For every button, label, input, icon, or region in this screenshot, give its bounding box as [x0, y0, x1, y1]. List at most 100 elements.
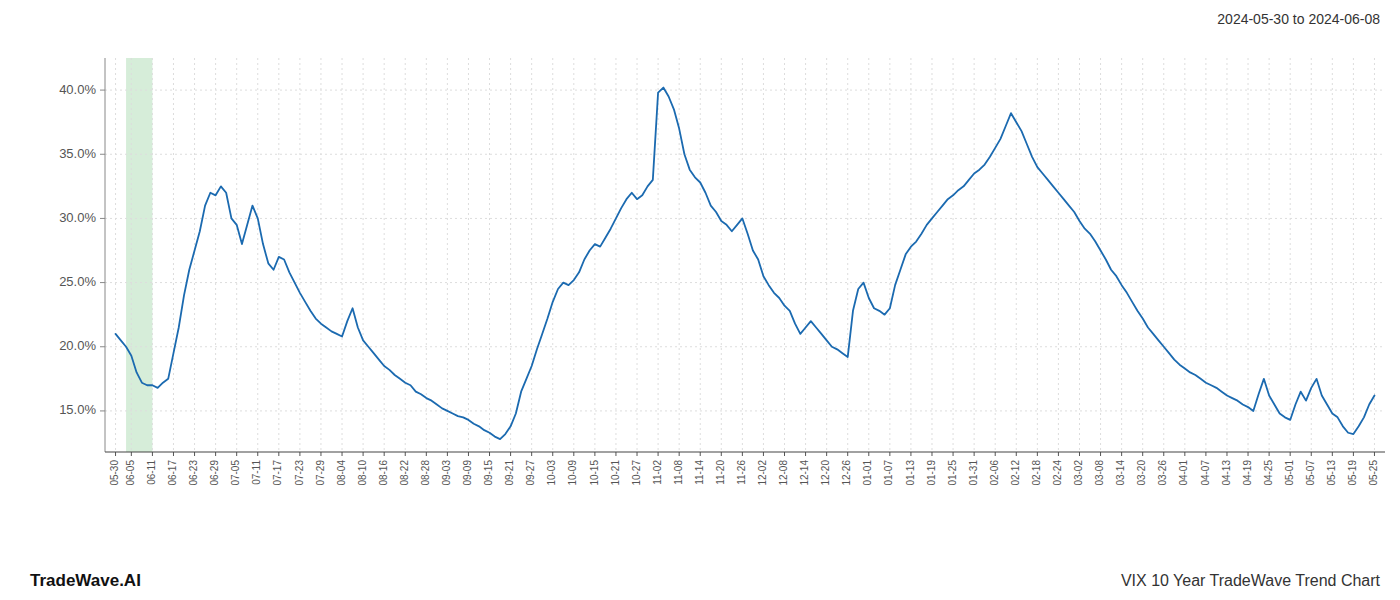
x-tick-label: 01-01 — [862, 460, 873, 486]
x-grid-line — [889, 58, 890, 452]
x-grid-line — [763, 58, 764, 452]
x-tick-label: 09-21 — [504, 460, 515, 486]
x-grid-line — [784, 58, 785, 452]
x-grid-line — [1037, 58, 1038, 452]
x-tick-label: 06-29 — [209, 460, 220, 486]
x-grid-line — [974, 58, 975, 452]
x-grid-line — [910, 58, 911, 452]
x-grid-line — [447, 58, 448, 452]
x-tick-label: 04-19 — [1242, 460, 1253, 486]
x-tick-label: 10-27 — [631, 460, 642, 486]
x-tick-label: 11-20 — [715, 460, 726, 485]
x-grid-line — [1058, 58, 1059, 452]
x-grid-line — [658, 58, 659, 452]
x-grid-line — [1332, 58, 1333, 452]
plot-area — [116, 88, 1375, 440]
x-tick-label: 12-26 — [841, 460, 852, 486]
x-grid-line — [278, 58, 279, 452]
x-tick-label: 02-12 — [1010, 460, 1021, 486]
y-grid-line — [105, 154, 1385, 155]
x-grid-line — [236, 58, 237, 452]
x-tick-label: 08-10 — [357, 460, 368, 486]
x-grid-line — [489, 58, 490, 452]
x-tick-label: 07-11 — [251, 460, 262, 485]
x-tick-label: 07-23 — [294, 460, 305, 486]
x-grid-line — [1121, 58, 1122, 452]
x-tick-label: 12-02 — [757, 460, 768, 486]
x-grid-line — [320, 58, 321, 452]
x-grid-line — [1226, 58, 1227, 452]
y-tick-label: 20.0% — [59, 338, 96, 353]
x-tick-label: 05-01 — [1284, 460, 1295, 486]
x-tick-label: 07-17 — [272, 460, 283, 486]
y-axis-line — [105, 58, 106, 452]
x-tick-label: 06-23 — [188, 460, 199, 486]
y-tick — [100, 154, 105, 155]
x-grid-line — [384, 58, 385, 452]
x-grid-line — [215, 58, 216, 452]
x-tick-label: 03-08 — [1094, 460, 1105, 486]
y-grid-line — [105, 90, 1385, 91]
y-grid-line — [105, 218, 1385, 219]
line — [116, 88, 1375, 440]
x-tick-label: 12-14 — [799, 460, 810, 486]
x-tick-label: 11-02 — [652, 460, 663, 485]
x-grid-line — [1248, 58, 1249, 452]
y-tick-label: 40.0% — [59, 82, 96, 97]
x-grid-line — [1290, 58, 1291, 452]
x-grid-line — [679, 58, 680, 452]
x-grid-line — [637, 58, 638, 452]
x-grid-line — [131, 58, 132, 452]
x-tick-label: 09-03 — [441, 460, 452, 486]
x-tick-label: 05-30 — [109, 460, 120, 486]
x-grid-line — [299, 58, 300, 452]
x-grid-line — [573, 58, 574, 452]
y-grid-line — [105, 410, 1385, 411]
x-tick-label: 05-25 — [1368, 460, 1379, 486]
x-tick-label: 01-07 — [883, 460, 894, 486]
x-grid-line — [1353, 58, 1354, 452]
y-tick-label: 25.0% — [59, 274, 96, 289]
y-grid-line — [105, 346, 1385, 347]
x-grid-line — [405, 58, 406, 452]
x-grid-line — [468, 58, 469, 452]
annotation: TradeWave.AI — [30, 571, 141, 590]
x-tick-label: 08-22 — [399, 460, 410, 486]
x-tick-label: 06-17 — [167, 460, 178, 486]
x-grid-line — [826, 58, 827, 452]
x-grid-line — [1184, 58, 1185, 452]
x-grid-line — [426, 58, 427, 452]
y-tick — [100, 346, 105, 347]
x-tick-label: 04-13 — [1221, 460, 1232, 486]
x-tick-label: 09-15 — [483, 460, 494, 486]
subtitle: 2024-05-30 to 2024-06-08 — [1217, 11, 1380, 27]
y-tick-label: 35.0% — [59, 146, 96, 161]
shaded-range — [126, 58, 152, 452]
x-grid-line — [552, 58, 553, 452]
x-tick-label: 05-19 — [1347, 460, 1358, 486]
x-grid-line — [152, 58, 153, 452]
x-grid-line — [257, 58, 258, 452]
background — [0, 0, 1400, 600]
x-tick-label: 07-29 — [315, 460, 326, 486]
x-tick-label: 06-11 — [146, 460, 157, 485]
x-tick-label: 10-15 — [589, 460, 600, 486]
x-tick-label: 04-01 — [1178, 460, 1189, 486]
x-tick-label: 02-18 — [1031, 460, 1042, 486]
x-tick-label: 03-14 — [1115, 460, 1126, 486]
x-tick-label: 10-03 — [546, 460, 557, 486]
x-tick-label: 06-05 — [125, 460, 136, 486]
x-grid-line — [531, 58, 532, 452]
x-grid-line — [115, 58, 116, 452]
x-grid-line — [1016, 58, 1017, 452]
x-tick-label: 07-05 — [230, 460, 241, 486]
x-grid-line — [721, 58, 722, 452]
x-grid-line — [510, 58, 511, 452]
x-tick-label: 02-24 — [1052, 460, 1063, 486]
x-grid-line — [700, 58, 701, 452]
x-tick-label: 04-25 — [1263, 460, 1274, 486]
x-grid-line — [1100, 58, 1101, 452]
x-tick-label: 01-25 — [947, 460, 958, 486]
y-tick-label: 30.0% — [59, 210, 96, 225]
x-grid-line — [995, 58, 996, 452]
